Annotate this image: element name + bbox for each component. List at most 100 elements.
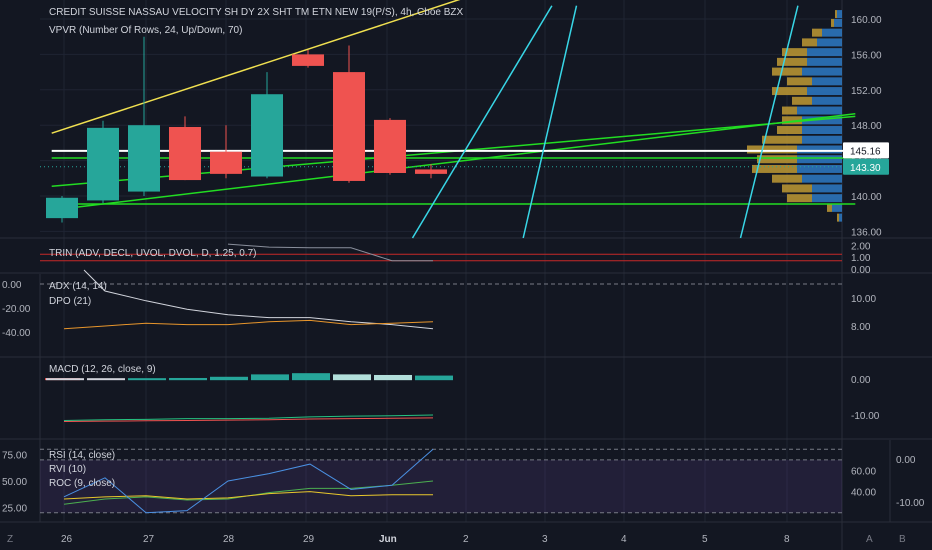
time-axis[interactable]: 26 27 28 29 Jun 2 3 4 5 8 <box>61 534 790 545</box>
price-tick-label: 136.00 <box>851 227 882 238</box>
volume-profile-up-bar <box>772 174 802 183</box>
volume-profile-up-bar <box>837 213 839 222</box>
volume-profile-down-bar <box>807 48 842 57</box>
rsi-label: RSI (14, close) <box>49 450 115 461</box>
volume-profile-down-bar <box>812 96 842 105</box>
price-tick-label: 140.00 <box>851 192 882 203</box>
macd-tick-label: -10.00 <box>851 411 880 422</box>
adx-left-tick-label: -40.00 <box>2 328 31 339</box>
price-axis[interactable]: 160.00156.00152.00148.00144.00140.00136.… <box>843 15 889 238</box>
corner-right-a-label[interactable]: A <box>866 534 873 545</box>
roc-label: ROC (9, close) <box>49 478 115 489</box>
volume-profile-up-bar <box>747 145 797 154</box>
candle-body[interactable] <box>169 126 201 181</box>
price-tick-label: 160.00 <box>851 15 882 26</box>
volume-profile-up-bar <box>827 203 832 212</box>
candle-body[interactable] <box>210 151 242 174</box>
price-pane[interactable] <box>40 0 856 239</box>
volume-profile-down-bar <box>797 155 842 164</box>
macd-pane[interactable]: 0.00 -10.00 <box>45 373 880 422</box>
trendline[interactable] <box>51 112 856 211</box>
macd-histogram-bar[interactable] <box>251 374 289 381</box>
dpo-label: DPO (21) <box>49 296 91 307</box>
trin-line[interactable] <box>227 243 433 262</box>
macd-signal-line[interactable] <box>63 417 434 423</box>
volume-profile-down-bar <box>832 203 842 212</box>
volume-profile-down-bar <box>834 18 842 27</box>
macd-histogram-bar[interactable] <box>374 374 412 381</box>
volume-profile-down-bar <box>797 106 842 115</box>
macd-tick-label: 0.00 <box>851 375 871 386</box>
volume-profile-down-bar <box>812 194 842 203</box>
corner-right-b-label[interactable]: B <box>899 534 906 545</box>
rsi-left-tick-label: 25.00 <box>2 503 27 514</box>
cyan-line[interactable] <box>411 5 553 239</box>
macd-histogram-bar[interactable] <box>415 375 453 381</box>
volume-profile-down-bar <box>797 164 842 173</box>
cyan-line[interactable] <box>739 5 799 239</box>
adx-left-tick-label: -20.00 <box>2 304 31 315</box>
candle-body[interactable] <box>415 169 447 174</box>
macd-histogram-bar[interactable] <box>210 376 248 381</box>
candle-body[interactable] <box>251 94 283 177</box>
trin-pane[interactable]: 2.001.000.00 <box>40 241 871 276</box>
volume-profile-down-bar <box>797 145 842 154</box>
volume-profile-up-bar <box>772 67 802 76</box>
dpo-line[interactable] <box>63 319 434 330</box>
rvi-right-tick-label: 60.00 <box>851 466 876 477</box>
volume-profile-up-bar <box>787 77 812 86</box>
candle-body[interactable] <box>87 127 119 201</box>
volume-profile-up-bar <box>782 48 807 57</box>
candle-body[interactable] <box>292 54 324 66</box>
trin-label: TRIN (ADV, DECL, UVOL, DVOL, D, 1.25, 0.… <box>49 248 256 259</box>
time-tick-label: 28 <box>223 534 235 545</box>
volume-profile-up-bar <box>835 10 837 19</box>
roc-tick-label: 0.00 <box>896 455 916 466</box>
macd-histogram-bar[interactable] <box>46 378 84 381</box>
rsi-pane[interactable]: 75.00 50.00 25.00 60.00 40.00 0.00 -10.00 <box>2 440 925 522</box>
candle-body[interactable] <box>333 72 365 181</box>
volume-profile-up-bar <box>787 194 812 203</box>
volume-profile-up-bar <box>762 135 802 144</box>
macd-histogram-bar[interactable] <box>292 373 330 381</box>
cyan-line[interactable] <box>522 5 578 239</box>
volume-profile-up-bar <box>831 18 834 27</box>
adx-right-tick-label: 8.00 <box>851 322 871 333</box>
volume-profile-up-bar <box>782 184 812 193</box>
volume-profile-down-bar <box>839 213 842 222</box>
volume-profile-down-bar <box>822 28 842 37</box>
macd-line[interactable] <box>63 414 434 421</box>
time-tick-label: 2 <box>463 534 469 545</box>
price-tick-label: 156.00 <box>851 50 882 61</box>
adx-pane[interactable]: 0.00 -20.00 -40.00 10.00 8.00 <box>2 269 876 339</box>
last-price-label: 145.16 <box>850 146 881 157</box>
macd-histogram-bar[interactable] <box>87 378 125 381</box>
candles[interactable] <box>46 36 447 223</box>
time-tick-label: 26 <box>61 534 73 545</box>
last-price-badge <box>843 142 889 159</box>
candle-body[interactable] <box>46 197 78 219</box>
candle-body[interactable] <box>374 119 406 173</box>
adx-line[interactable] <box>83 269 434 330</box>
rsi-left-tick-label: 75.00 <box>2 451 27 462</box>
trin-tick-label: 1.00 <box>851 253 871 264</box>
roc-line[interactable] <box>63 491 433 500</box>
macd-histogram-bar[interactable] <box>128 378 166 381</box>
volume-profile-up-bar <box>812 28 822 37</box>
macd-histogram-bar[interactable] <box>333 374 371 381</box>
trendline[interactable] <box>51 0 495 134</box>
volume-profile-down-bar <box>812 184 842 193</box>
current-price-badge <box>843 158 889 175</box>
chart-title: CREDIT SUISSE NASSAU VELOCITY SH DY 2X S… <box>49 7 464 18</box>
time-tick-label: 3 <box>542 534 548 545</box>
volume-profile-down-bar <box>802 174 842 183</box>
macd-histogram-bar[interactable] <box>169 377 207 381</box>
volume-profile <box>747 10 842 222</box>
volume-profile-up-bar <box>777 57 807 66</box>
corner-left-label[interactable]: Z <box>7 534 13 545</box>
rvi-label: RVI (10) <box>49 464 86 475</box>
time-tick-label: 29 <box>303 534 315 545</box>
candle-body[interactable] <box>128 125 160 192</box>
rsi-line[interactable] <box>63 448 434 514</box>
